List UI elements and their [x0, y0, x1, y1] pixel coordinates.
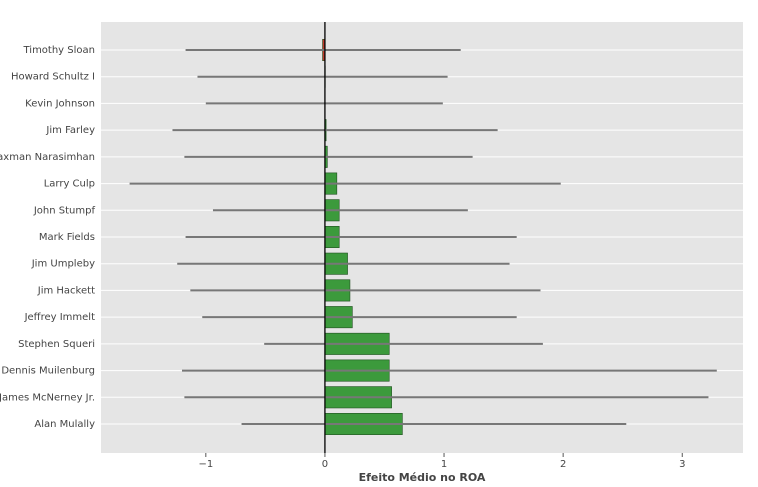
y-tick-label: John Stumpf — [33, 205, 96, 216]
y-tick-label: Jeffrey Immelt — [24, 312, 95, 323]
x-tick-label: 1 — [441, 459, 447, 470]
x-tick-label: 2 — [560, 459, 566, 470]
y-tick-label: Mark Fields — [39, 232, 95, 243]
y-tick-label: Timothy Sloan — [22, 45, 95, 56]
y-tick-label: Jim Farley — [45, 125, 95, 136]
y-tick-label: Jim Umpleby — [31, 259, 95, 270]
x-tick-label: −1 — [198, 459, 213, 470]
y-tick-label: Dennis Muilenburg — [1, 366, 95, 377]
y-tick-label: Kevin Johnson — [25, 98, 95, 109]
y-tick-label: W. James McNerney Jr. — [0, 392, 95, 403]
y-tick-label: Alan Mulally — [34, 419, 95, 430]
y-tick-label: Larry Culp — [44, 179, 95, 190]
x-tick-label: 0 — [322, 459, 328, 470]
y-tick-label: Stephen Squeri — [18, 339, 95, 350]
y-tick-label: Jim Hackett — [37, 285, 95, 296]
x-axis-label: Efeito Médio no ROA — [359, 471, 486, 484]
y-tick-label: Laxman Narasimhan — [0, 152, 95, 163]
y-tick-label: Howard Schultz I — [11, 72, 95, 83]
x-tick-label: 3 — [679, 459, 685, 470]
